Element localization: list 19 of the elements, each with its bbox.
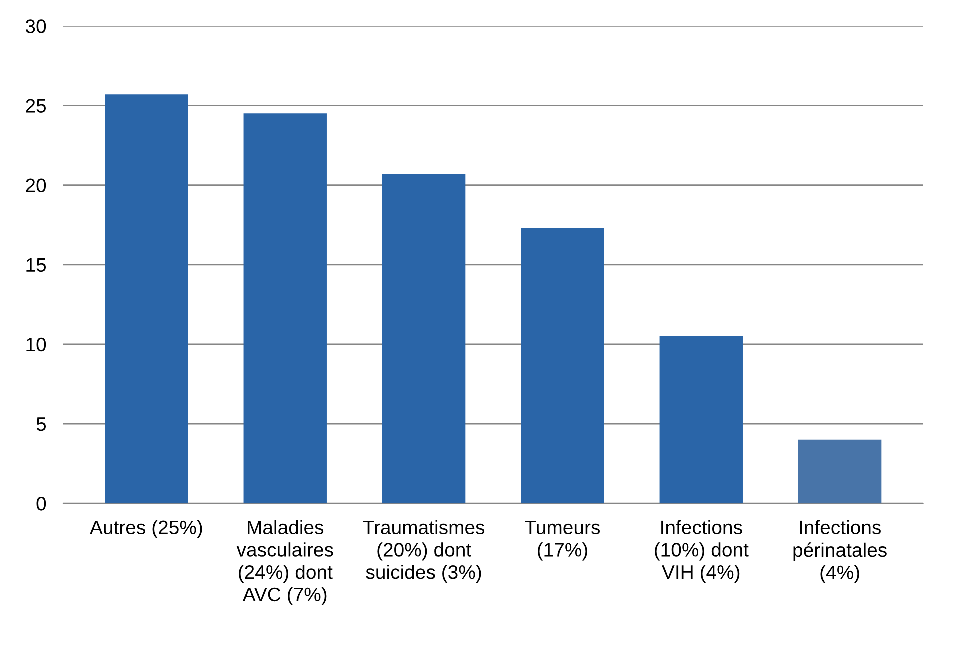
bar: [244, 114, 327, 504]
y-tick-label: 30: [26, 20, 46, 34]
x-tick-label: Tumeurs (17%): [525, 520, 600, 561]
x-tick-label: Infections (10%) dont VIH (4%): [655, 520, 749, 584]
bar: [521, 228, 604, 504]
x-tick-label: Infections périnatales (4%): [794, 520, 887, 584]
bar: [105, 94, 188, 504]
y-tick-label: 25: [26, 99, 46, 113]
bar: [798, 440, 882, 504]
x-tick-label: Traumatismes (20%) dont suicides (3%): [363, 520, 485, 584]
y-tick-label: 15: [26, 258, 46, 272]
y-tick-label: 5: [36, 418, 46, 432]
bar: [660, 336, 743, 504]
x-tick-label: Autres (25%): [90, 520, 202, 538]
bar: [382, 174, 466, 504]
x-tick-label: Maladies vasculaires (24%) dont AVC (7%): [236, 520, 334, 606]
y-tick-label: 0: [36, 497, 46, 511]
y-tick-label: 20: [26, 178, 46, 193]
y-tick-label: 10: [26, 338, 46, 352]
